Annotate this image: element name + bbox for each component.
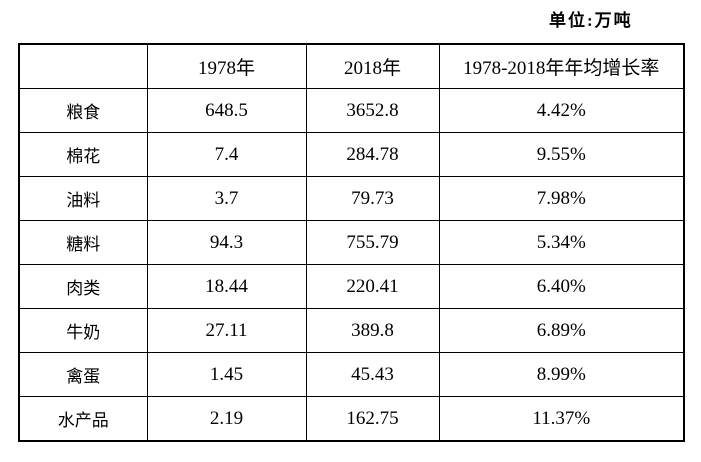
value-growth-rate: 5.34% xyxy=(438,220,685,265)
row-category: 牛奶 xyxy=(18,308,148,353)
value-1978: 7.4 xyxy=(146,132,307,177)
row-category: 棉花 xyxy=(18,132,148,177)
value-1978: 2.19 xyxy=(146,396,307,442)
value-2018: 45.43 xyxy=(305,352,440,397)
row-category: 油料 xyxy=(18,176,148,221)
value-2018: 389.8 xyxy=(305,308,440,353)
value-1978: 27.11 xyxy=(146,308,307,353)
table-row: 油料 3.7 79.73 7.98% xyxy=(18,176,685,221)
value-2018: 162.75 xyxy=(305,396,440,442)
table-row: 糖料 94.3 755.79 5.34% xyxy=(18,220,685,265)
row-category: 水产品 xyxy=(18,396,148,442)
value-2018: 3652.8 xyxy=(305,88,440,133)
column-header-2018: 2018年 xyxy=(305,43,440,89)
table-row: 禽蛋 1.45 45.43 8.99% xyxy=(18,352,685,397)
row-category: 禽蛋 xyxy=(18,352,148,397)
table-row: 肉类 18.44 220.41 6.40% xyxy=(18,264,685,309)
value-1978: 94.3 xyxy=(146,220,307,265)
row-category: 肉类 xyxy=(18,264,148,309)
table-row: 棉花 7.4 284.78 9.55% xyxy=(18,132,685,177)
table-header-row: 1978年 2018年 1978-2018年年均增长率 xyxy=(18,43,685,89)
value-1978: 3.7 xyxy=(146,176,307,221)
unit-label: 单位:万吨 xyxy=(549,11,633,30)
value-2018: 220.41 xyxy=(305,264,440,309)
value-1978: 1.45 xyxy=(146,352,307,397)
value-growth-rate: 7.98% xyxy=(438,176,685,221)
value-growth-rate: 9.55% xyxy=(438,132,685,177)
value-1978: 648.5 xyxy=(146,88,307,133)
table-row: 粮食 648.5 3652.8 4.42% xyxy=(18,88,685,133)
row-category: 粮食 xyxy=(18,88,148,133)
table-row: 水产品 2.19 162.75 11.37% xyxy=(18,396,685,442)
column-header-growth-rate: 1978-2018年年均增长率 xyxy=(438,43,685,89)
value-2018: 79.73 xyxy=(305,176,440,221)
value-growth-rate: 11.37% xyxy=(438,396,685,442)
value-1978: 18.44 xyxy=(146,264,307,309)
column-header-category xyxy=(18,43,148,89)
row-category: 糖料 xyxy=(18,220,148,265)
value-2018: 284.78 xyxy=(305,132,440,177)
value-2018: 755.79 xyxy=(305,220,440,265)
statistics-table: 1978年 2018年 1978-2018年年均增长率 粮食 648.5 365… xyxy=(18,43,685,442)
value-growth-rate: 4.42% xyxy=(438,88,685,133)
column-header-1978: 1978年 xyxy=(146,43,307,89)
value-growth-rate: 6.89% xyxy=(438,308,685,353)
table-row: 牛奶 27.11 389.8 6.89% xyxy=(18,308,685,353)
value-growth-rate: 6.40% xyxy=(438,264,685,309)
value-growth-rate: 8.99% xyxy=(438,352,685,397)
